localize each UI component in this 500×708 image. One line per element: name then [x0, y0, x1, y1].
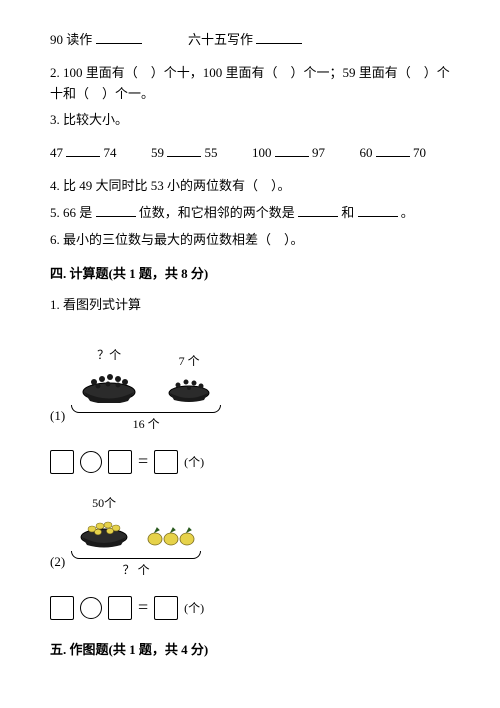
number-box[interactable] — [50, 450, 74, 474]
compare-blank[interactable] — [275, 145, 309, 157]
num: 97 — [312, 145, 325, 160]
blank[interactable] — [96, 204, 136, 216]
section4-title: 四. 计算题(共 1 题，共 8 分) — [50, 264, 450, 285]
q5-pre: 5. 66 是 — [50, 205, 92, 220]
operator-circle[interactable] — [80, 597, 102, 619]
equation-row-2: = (个) — [50, 596, 450, 620]
section4-q: 1. 看图列式计算 — [50, 295, 450, 316]
blank[interactable] — [298, 204, 338, 216]
num: 60 — [360, 145, 373, 160]
number-box[interactable] — [154, 450, 178, 474]
brace — [71, 551, 201, 559]
equals-sign: = — [138, 451, 148, 472]
number-box[interactable] — [108, 596, 132, 620]
pic1-total: 16 个 — [133, 415, 160, 432]
q3-row: 47 74 59 55 100 97 60 70 — [50, 143, 450, 164]
number-box[interactable] — [154, 596, 178, 620]
brace — [71, 405, 221, 413]
basket-a: ？个 — [78, 346, 140, 403]
q5-line: 5. 66 是 位数，和它相邻的两个数是 和 。 — [50, 203, 450, 224]
loose-lemons — [144, 519, 196, 549]
section5-title: 五. 作图题(共 1 题，共 4 分) — [50, 640, 450, 661]
num: 59 — [151, 145, 164, 160]
picture-problem-2: (2) 50个 — [50, 494, 450, 578]
num: 74 — [104, 145, 117, 160]
q3-title: 3. 比较大小。 — [50, 110, 450, 131]
pic2-index: (2) — [50, 554, 65, 578]
compare-blank[interactable] — [167, 145, 201, 157]
unit: (个) — [184, 599, 204, 616]
lemon-basket-icon — [76, 513, 132, 549]
flower-basket-icon — [164, 371, 214, 403]
equals-sign: = — [138, 597, 148, 618]
equation-row-1: = (个) — [50, 450, 450, 474]
number-box[interactable] — [50, 596, 74, 620]
lemons-icon — [144, 519, 196, 549]
q6-line: 6. 最小的三位数与最大的两位数相差（ ）。 — [50, 230, 450, 251]
operator-circle[interactable] — [80, 451, 102, 473]
blank[interactable] — [358, 204, 398, 216]
q4-line: 4. 比 49 大同时比 53 小的两位数有（ ）。 — [50, 176, 450, 197]
number-box[interactable] — [108, 450, 132, 474]
blank[interactable] — [256, 32, 302, 44]
q2-line: 2. 100 里面有（ ）个十，100 里面有（ ）个一；59 里面有（ ）个十… — [50, 63, 450, 105]
basket-lemons: 50个 — [76, 494, 132, 549]
q1-prefix: 90 读作 — [50, 32, 92, 47]
pic2-label-top: 50个 — [92, 494, 116, 511]
q5-mid2: 和 — [341, 205, 354, 220]
q1-mid: 六十五写作 — [188, 32, 253, 47]
worksheet-page: 90 读作 六十五写作 2. 100 里面有（ ）个十，100 里面有（ ）个一… — [0, 0, 500, 691]
num: 70 — [413, 145, 426, 160]
q5-tail: 。 — [401, 205, 414, 220]
flower-basket-icon — [78, 365, 140, 403]
blank[interactable] — [96, 32, 142, 44]
pic2-total: ？ 个 — [123, 561, 150, 578]
num: 47 — [50, 145, 63, 160]
unit: (个) — [184, 453, 204, 470]
picture-problem-1: (1) ？个 7 个 — [50, 346, 450, 432]
q1-line: 90 读作 六十五写作 — [50, 30, 450, 51]
basket-b: 7 个 — [164, 352, 214, 403]
compare-blank[interactable] — [376, 145, 410, 157]
compare-blank[interactable] — [66, 145, 100, 157]
num: 55 — [205, 145, 218, 160]
pic1-label-a: ？个 — [97, 346, 121, 363]
q5-mid1: 位数，和它相邻的两个数是 — [139, 205, 295, 220]
pic1-label-b: 7 个 — [179, 352, 200, 369]
num: 100 — [252, 145, 272, 160]
pic1-index: (1) — [50, 408, 65, 432]
